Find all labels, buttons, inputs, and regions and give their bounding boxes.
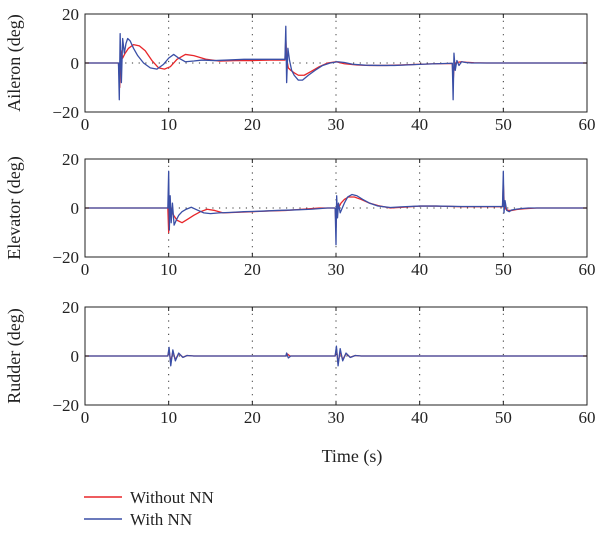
x-tick-label: 10 <box>160 115 177 134</box>
y-axis-label: Elevator (deg) <box>4 156 25 259</box>
y-axis-label: Rudder (deg) <box>4 308 25 403</box>
series-with-nn <box>85 345 587 367</box>
y-tick-label: 20 <box>62 5 79 24</box>
y-tick-label: −20 <box>52 103 79 122</box>
x-tick-label: 60 <box>579 115 596 134</box>
legend: Without NN With NN <box>84 488 214 529</box>
y-axis-label: Aileron (deg) <box>4 14 25 111</box>
legend-label-with-nn: With NN <box>130 510 192 529</box>
y-tick-label: −20 <box>52 248 79 267</box>
series-with-nn <box>85 25 587 101</box>
x-tick-label: 10 <box>160 408 177 427</box>
x-tick-label: 50 <box>495 408 512 427</box>
y-tick-label: 0 <box>71 347 80 366</box>
y-tick-label: 20 <box>62 150 79 169</box>
series-with-nn <box>85 170 587 246</box>
x-axis-label: Time (s) <box>322 446 383 467</box>
x-tick-label: 30 <box>328 260 345 279</box>
x-tick-label: 0 <box>81 115 90 134</box>
y-tick-label: 0 <box>71 54 80 73</box>
y-tick-label: 20 <box>62 298 79 317</box>
x-tick-label: 40 <box>411 408 428 427</box>
x-tick-label: 20 <box>244 408 261 427</box>
y-tick-label: 0 <box>71 199 80 218</box>
x-tick-label: 0 <box>81 408 90 427</box>
x-tick-label: 50 <box>495 115 512 134</box>
x-tick-label: 20 <box>244 115 261 134</box>
y-tick-label: −20 <box>52 396 79 415</box>
x-tick-label: 60 <box>579 408 596 427</box>
x-tick-label: 10 <box>160 260 177 279</box>
x-tick-label: 30 <box>328 115 345 134</box>
x-tick-label: 40 <box>411 260 428 279</box>
x-tick-label: 50 <box>495 260 512 279</box>
x-tick-label: 40 <box>411 115 428 134</box>
x-tick-label: 30 <box>328 408 345 427</box>
legend-label-without-nn: Without NN <box>130 488 214 507</box>
x-tick-label: 60 <box>579 260 596 279</box>
x-tick-label: 0 <box>81 260 90 279</box>
x-tick-label: 20 <box>244 260 261 279</box>
